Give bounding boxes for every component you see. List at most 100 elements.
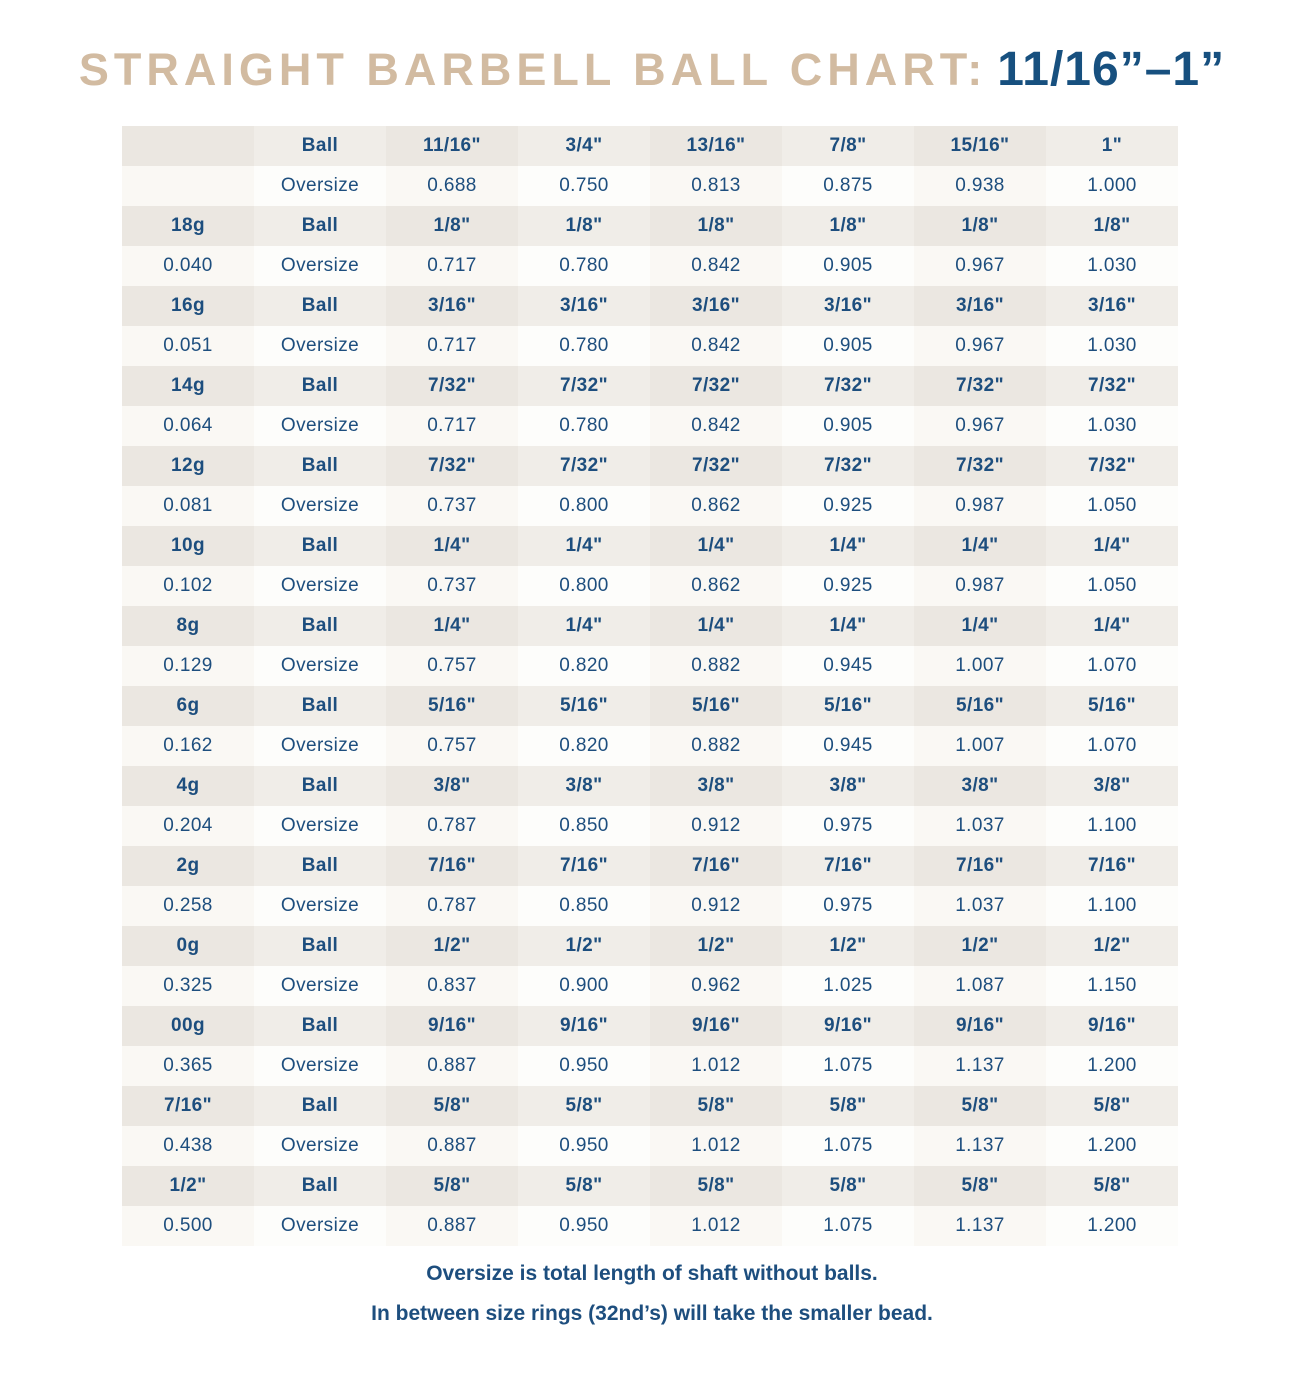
gauge-decimal-cell: 0.081 [122, 486, 254, 526]
ball-size-cell: 3/8" [518, 766, 650, 806]
row-label-cell: Ball [254, 206, 386, 246]
oversize-value-cell: 1.137 [914, 1126, 1046, 1166]
footer-line-oversize-definition: Oversize is total length of shaft withou… [426, 1262, 878, 1285]
oversize-value-cell: 0.850 [518, 806, 650, 846]
row-label-cell: Ball [254, 766, 386, 806]
gauge-decimal-cell: 0.051 [122, 326, 254, 366]
ball-size-cell: 9/16" [914, 1006, 1046, 1046]
ball-size-cell: 9/16" [518, 1006, 650, 1046]
oversize-value-cell: 1.075 [782, 1046, 914, 1086]
oversize-value-cell: 0.780 [518, 326, 650, 366]
gauge-decimal-cell: 0.064 [122, 406, 254, 446]
ball-size-table: Ball 11/16" 3/4" 13/16" 7/8" 15/16" 1" Oversize… [122, 126, 1178, 1246]
oversize-value-cell: 1.012 [650, 1206, 782, 1246]
oversize-value-cell: 0.945 [782, 646, 914, 686]
page-title: STRAIGHT BARBELL BALL CHART: 11/16”–1” [0, 0, 1304, 107]
oversize-value-cell: 0.967 [914, 326, 1046, 366]
row-label-cell: Oversize [254, 566, 386, 606]
gauge-cell: 2g [122, 846, 254, 886]
ball-size-cell: 5/16" [518, 686, 650, 726]
ball-size-cell: 1/2" [386, 926, 518, 966]
size-header-cell: 1" [1046, 126, 1178, 166]
row-label-cell: Ball [254, 686, 386, 726]
oversize-value-cell: 1.007 [914, 646, 1046, 686]
ball-size-cell: 5/16" [650, 686, 782, 726]
gauge-decimal-cell: 0.365 [122, 1046, 254, 1086]
gauge-cell: 1/2" [122, 1166, 254, 1206]
ball-size-cell: 3/8" [1046, 766, 1178, 806]
ball-size-cell: 7/32" [914, 366, 1046, 406]
row-label-cell: Ball [254, 526, 386, 566]
oversize-value-cell: 0.737 [386, 486, 518, 526]
ball-size-cell: 3/8" [782, 766, 914, 806]
gauge-cell: 10g [122, 526, 254, 566]
ball-size-cell: 7/32" [518, 446, 650, 486]
gauge-header-cell [122, 166, 254, 206]
oversize-value-cell: 1.070 [1046, 646, 1178, 686]
ball-size-cell: 5/8" [386, 1086, 518, 1126]
oversize-value-cell: 0.987 [914, 486, 1046, 526]
oversize-value-cell: 1.037 [914, 806, 1046, 846]
ball-size-cell: 3/8" [386, 766, 518, 806]
ball-size-cell: 3/16" [518, 286, 650, 326]
ball-size-cell: 1/8" [914, 206, 1046, 246]
page-title-main: STRAIGHT BARBELL BALL CHART: [78, 44, 988, 95]
oversize-value-cell: 1.070 [1046, 726, 1178, 766]
ball-size-cell: 1/4" [782, 526, 914, 566]
oversize-value-cell: 1.012 [650, 1126, 782, 1166]
oversize-value-cell: 0.887 [386, 1126, 518, 1166]
oversize-value-cell: 1.075 [782, 1206, 914, 1246]
ball-size-cell: 7/16" [914, 846, 1046, 886]
oversize-value-cell: 1.007 [914, 726, 1046, 766]
oversize-value-cell: 0.905 [782, 246, 914, 286]
oversize-value-cell: 0.912 [650, 806, 782, 846]
row-label-cell: Oversize [254, 966, 386, 1006]
oversize-value-cell: 0.800 [518, 566, 650, 606]
size-header-cell: 13/16" [650, 126, 782, 166]
oversize-value-cell: 0.925 [782, 566, 914, 606]
row-label-cell: Oversize [254, 726, 386, 766]
oversize-value-cell: 0.987 [914, 566, 1046, 606]
oversize-value-cell: 0.887 [386, 1046, 518, 1086]
oversize-value-cell: 1.137 [914, 1206, 1046, 1246]
ball-size-cell: 7/16" [518, 846, 650, 886]
row-label-cell: Oversize [254, 246, 386, 286]
oversize-value-cell: 0.717 [386, 406, 518, 446]
oversize-value-cell: 0.717 [386, 326, 518, 366]
oversize-value-cell: 0.882 [650, 726, 782, 766]
oversize-value-cell: 0.820 [518, 646, 650, 686]
base-oversize-cell: 0.688 [386, 166, 518, 206]
oversize-value-cell: 0.862 [650, 486, 782, 526]
row-label-cell: Ball [254, 1166, 386, 1206]
ball-size-cell: 1/2" [782, 926, 914, 966]
ball-size-cell: 1/4" [386, 526, 518, 566]
row-label-cell: Ball [254, 926, 386, 966]
oversize-value-cell: 1.200 [1046, 1126, 1178, 1166]
ball-size-cell: 1/2" [1046, 926, 1178, 966]
ball-size-cell: 7/32" [782, 446, 914, 486]
ball-size-cell: 1/2" [914, 926, 1046, 966]
oversize-value-cell: 0.967 [914, 406, 1046, 446]
gauge-cell: 0g [122, 926, 254, 966]
ball-size-cell: 5/8" [914, 1086, 1046, 1126]
ball-size-cell: 7/32" [518, 366, 650, 406]
ball-size-cell: 1/4" [518, 526, 650, 566]
ball-size-cell: 1/2" [518, 926, 650, 966]
ball-size-cell: 1/8" [518, 206, 650, 246]
ball-size-cell: 5/8" [1046, 1166, 1178, 1206]
oversize-value-cell: 0.945 [782, 726, 914, 766]
gauge-cell: 14g [122, 366, 254, 406]
ball-size-cell: 3/16" [1046, 286, 1178, 326]
row-label-cell: Oversize [254, 166, 386, 206]
ball-size-cell: 7/16" [1046, 846, 1178, 886]
ball-size-cell: 7/32" [650, 446, 782, 486]
oversize-value-cell: 1.200 [1046, 1206, 1178, 1246]
oversize-value-cell: 0.862 [650, 566, 782, 606]
oversize-value-cell: 1.137 [914, 1046, 1046, 1086]
size-header-cell: 7/8" [782, 126, 914, 166]
oversize-value-cell: 0.950 [518, 1046, 650, 1086]
oversize-value-cell: 1.037 [914, 886, 1046, 926]
gauge-decimal-cell: 0.438 [122, 1126, 254, 1166]
page-title-range: 11/16”–1” [997, 43, 1226, 96]
gauge-decimal-cell: 0.325 [122, 966, 254, 1006]
